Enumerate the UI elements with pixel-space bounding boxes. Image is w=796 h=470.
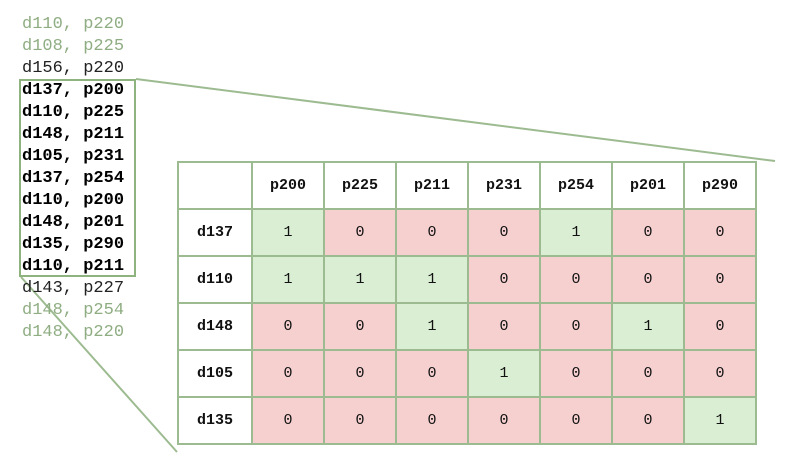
pair-list-item: d148, p254: [22, 301, 125, 320]
matrix-cell: 0: [539, 349, 613, 398]
matrix-corner-cell: [177, 161, 253, 210]
pair-list-item: d148, p201: [22, 213, 125, 232]
matrix-cell: 0: [323, 396, 397, 445]
column-header-p290: p290: [683, 161, 757, 210]
matrix-row: d148 0 0 1 0 0 1 0: [177, 302, 757, 351]
matrix-cell: 0: [611, 255, 685, 304]
matrix-row: d105 0 0 0 1 0 0 0: [177, 349, 757, 398]
matrix-cell: 1: [395, 255, 469, 304]
pair-list-item: d135, p290: [22, 235, 125, 254]
matrix-cell: 0: [323, 302, 397, 351]
matrix-row: d137 1 0 0 0 1 0 0: [177, 208, 757, 257]
column-header-p201: p201: [611, 161, 685, 210]
row-header-d135: d135: [177, 396, 253, 445]
matrix-cell: 1: [611, 302, 685, 351]
matrix-cell: 0: [467, 255, 541, 304]
matrix-cell: 0: [611, 208, 685, 257]
matrix-cell: 1: [683, 396, 757, 445]
column-header-p254: p254: [539, 161, 613, 210]
matrix-header-row: p200 p225 p211 p231 p254 p201 p290: [177, 161, 757, 210]
matrix-cell: 1: [395, 302, 469, 351]
row-header-d148: d148: [177, 302, 253, 351]
matrix-cell: 0: [539, 396, 613, 445]
pair-matrix: p200 p225 p211 p231 p254 p201 p290 d137 1 0 0 0 1 0 0…: [177, 161, 757, 445]
pair-list-item: d156, p220: [22, 59, 125, 78]
matrix-row: d135 0 0 0 0 0 0 1: [177, 396, 757, 445]
matrix-row: d110 1 1 1 0 0 0 0: [177, 255, 757, 304]
matrix-cell: 1: [323, 255, 397, 304]
matrix-cell: 1: [539, 208, 613, 257]
pair-list-item: d148, p211: [22, 125, 125, 144]
pair-list-item: d105, p231: [22, 147, 125, 166]
column-header-p231: p231: [467, 161, 541, 210]
selection-highlight-box: [19, 79, 136, 277]
pair-list-item: d108, p225: [22, 37, 125, 56]
column-header-p211: p211: [395, 161, 469, 210]
matrix-cell: 0: [251, 302, 325, 351]
matrix-cell: 0: [323, 208, 397, 257]
matrix-cell: 0: [683, 208, 757, 257]
pair-list-item: d137, p200: [22, 81, 125, 100]
pair-list-item: d110, p220: [22, 15, 125, 34]
matrix-cell: 0: [611, 396, 685, 445]
matrix-cell: 0: [467, 208, 541, 257]
pair-list-item: d110, p225: [22, 103, 125, 122]
matrix-cell: 0: [539, 255, 613, 304]
row-header-d110: d110: [177, 255, 253, 304]
column-header-p225: p225: [323, 161, 397, 210]
connector-top-line: [135, 78, 776, 162]
matrix-cell: 0: [683, 349, 757, 398]
matrix-cell: 0: [683, 255, 757, 304]
row-header-d105: d105: [177, 349, 253, 398]
pair-list-item: d137, p254: [22, 169, 125, 188]
pair-list-item: d110, p200: [22, 191, 125, 210]
matrix-cell: 0: [395, 396, 469, 445]
matrix-cell: 0: [395, 349, 469, 398]
matrix-cell: 0: [467, 302, 541, 351]
matrix-cell: 0: [251, 349, 325, 398]
matrix-cell: 0: [539, 302, 613, 351]
pairs-list: d110, p220 d108, p225 d156, p220 d137, p200…: [22, 14, 140, 344]
pair-list-item: d110, p211: [22, 257, 125, 276]
pair-list-item: d148, p220: [22, 323, 125, 342]
matrix-cell: 0: [323, 349, 397, 398]
matrix-cell: 1: [251, 208, 325, 257]
pair-list-item: d143, p227: [22, 279, 125, 298]
matrix-cell: 0: [395, 208, 469, 257]
matrix-cell: 1: [251, 255, 325, 304]
matrix-cell: 0: [251, 396, 325, 445]
matrix-cell: 1: [467, 349, 541, 398]
matrix-cell: 0: [683, 302, 757, 351]
row-header-d137: d137: [177, 208, 253, 257]
matrix-cell: 0: [611, 349, 685, 398]
matrix-cell: 0: [467, 396, 541, 445]
column-header-p200: p200: [251, 161, 325, 210]
